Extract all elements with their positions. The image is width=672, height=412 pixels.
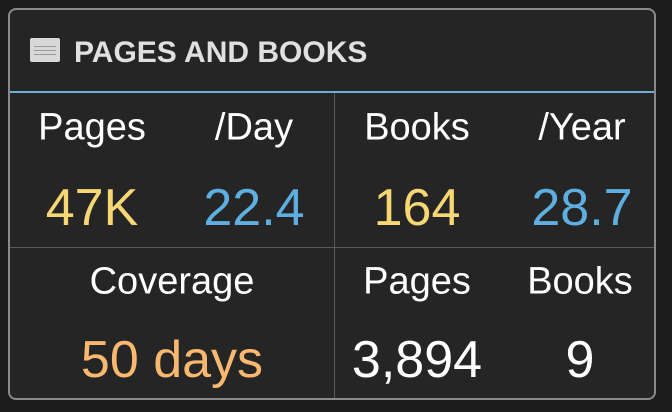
stat-label: /Day: [214, 106, 294, 149]
page-icon-lines: [34, 43, 56, 57]
header-divider: [10, 91, 654, 93]
vertical-divider: [334, 93, 335, 398]
stat-value: 22.4: [203, 179, 305, 237]
stat-label: /Year: [538, 106, 626, 149]
stat-value: 50 days: [80, 331, 264, 389]
stat-value: 3,894: [351, 331, 483, 389]
widget-title: PAGES AND BOOKS: [74, 36, 368, 69]
widget-panel: PAGES AND BOOKS Pages/Day 47K 22.4 Books/Ye…: [8, 8, 656, 400]
stat-value: 47K: [45, 179, 139, 237]
stat-value: 9: [565, 331, 595, 389]
stat-label: Coverage: [89, 260, 255, 303]
stat-label: Pages: [363, 260, 471, 303]
stat-label: Pages: [38, 106, 146, 149]
horizontal-divider: [10, 247, 654, 248]
stat-label: Books: [364, 106, 470, 149]
stat-value: 164: [373, 179, 461, 237]
stat-label: Books: [527, 260, 633, 303]
stat-value: 28.7: [531, 179, 633, 237]
